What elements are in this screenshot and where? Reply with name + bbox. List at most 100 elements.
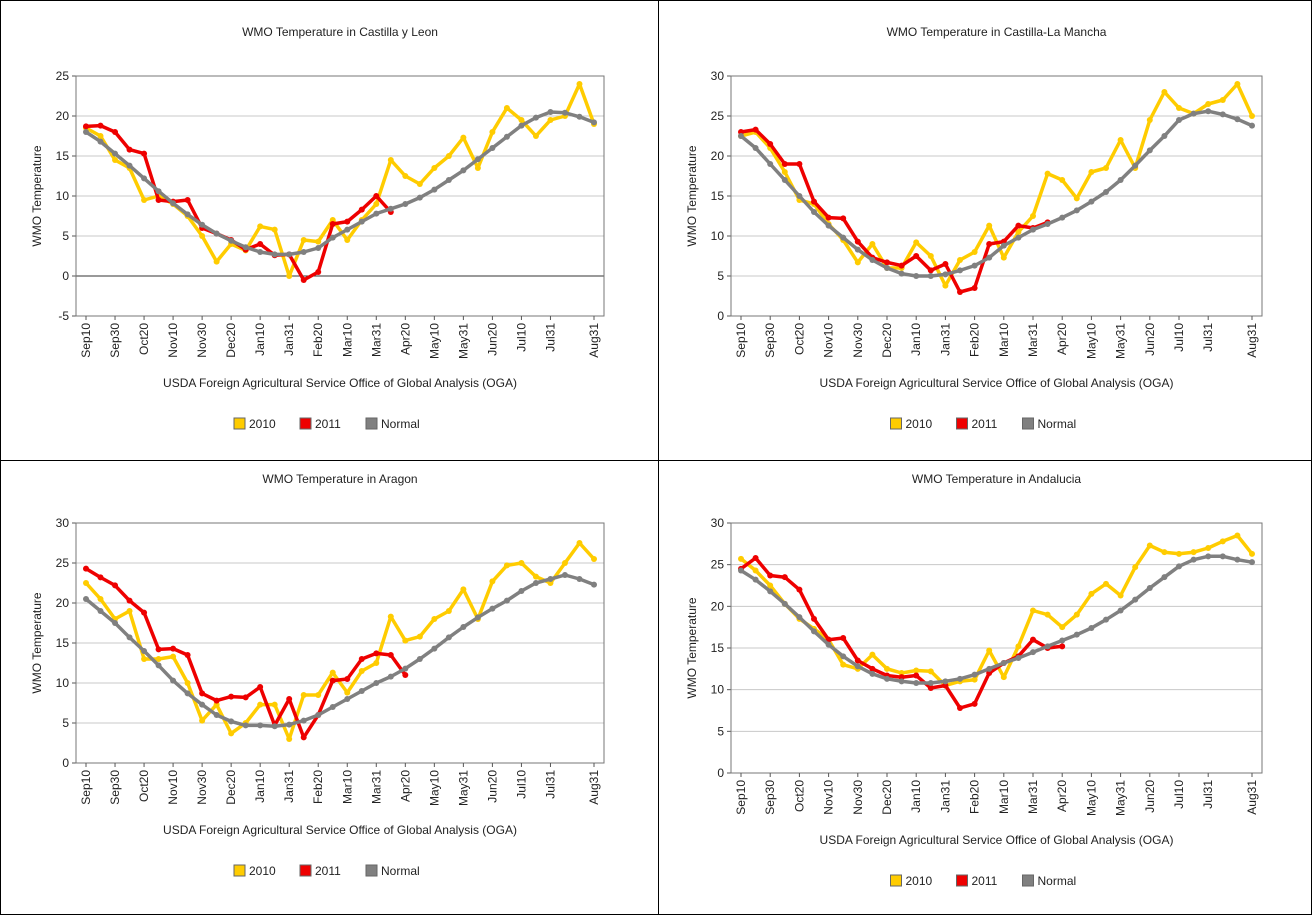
- series-line: [739, 109, 1253, 278]
- data-point: [431, 165, 438, 171]
- data-point: [199, 690, 206, 697]
- data-point: [155, 656, 162, 662]
- data-point: [97, 574, 104, 581]
- data-point: [927, 253, 934, 259]
- data-point: [942, 282, 949, 289]
- data-point: [1161, 89, 1168, 95]
- data-point: [854, 238, 861, 245]
- data-point: [242, 244, 249, 251]
- panel: WMO Temperature in Castilla y Leon -5 0 5 10…: [0, 0, 659, 461]
- x-tick-label: Sep30: [763, 780, 777, 815]
- data-point: [532, 580, 539, 586]
- data-point: [300, 692, 307, 698]
- data-point: [126, 146, 133, 153]
- legend-swatch: [956, 417, 968, 430]
- data-point: [184, 652, 191, 658]
- data-point: [358, 206, 365, 213]
- data-point: [315, 692, 322, 698]
- data-point: [1000, 674, 1007, 681]
- data-point: [1190, 556, 1197, 563]
- x-tick-label: Jul31: [543, 770, 557, 799]
- y-tick-label: 5: [717, 724, 724, 738]
- data-point: [358, 656, 365, 662]
- series-line: [85, 567, 407, 740]
- data-point: [1249, 113, 1255, 119]
- x-tick-label: Sep30: [108, 770, 122, 805]
- legend-swatch: [299, 864, 312, 877]
- data-point: [796, 193, 803, 199]
- data-point: [358, 218, 365, 225]
- data-point: [271, 251, 278, 258]
- data-point: [1015, 229, 1022, 235]
- data-point: [1059, 637, 1066, 644]
- data-point: [271, 701, 278, 708]
- data-point: [957, 267, 963, 274]
- y-tick-label: -5: [58, 309, 69, 323]
- data-point: [170, 677, 177, 684]
- data-point: [300, 734, 307, 741]
- data-point: [315, 269, 322, 275]
- x-tick-label: Jul10: [1172, 780, 1186, 809]
- y-tick-label: 10: [711, 683, 725, 697]
- data-point: [927, 273, 934, 279]
- data-point: [927, 685, 934, 691]
- data-point: [942, 678, 949, 685]
- data-point: [213, 258, 220, 265]
- data-point: [213, 230, 220, 237]
- data-point: [1146, 585, 1153, 591]
- data-point: [561, 560, 568, 566]
- data-point: [825, 222, 832, 229]
- y-tick-label: 10: [711, 229, 725, 243]
- data-point: [460, 586, 467, 593]
- data-point: [1030, 649, 1036, 656]
- data-point: [532, 133, 539, 139]
- data-point: [228, 237, 235, 244]
- x-tick-label: May31: [456, 323, 470, 359]
- data-point: [373, 193, 380, 199]
- data-point: [141, 656, 148, 662]
- x-tick-label: Jul31: [543, 323, 557, 352]
- y-tick-label: 25: [711, 558, 725, 572]
- data-point: [489, 605, 496, 612]
- data-point: [840, 635, 847, 641]
- data-point: [898, 262, 905, 269]
- x-tick-label: Oct20: [137, 770, 151, 802]
- x-tick-label: Oct20: [792, 323, 806, 355]
- x-tick-label: May10: [427, 323, 441, 359]
- data-point: [957, 705, 963, 711]
- data-point: [1205, 108, 1212, 115]
- data-point: [228, 718, 235, 725]
- data-point: [1073, 207, 1080, 214]
- x-tick-label: Nov10: [166, 323, 180, 358]
- data-point: [1088, 590, 1095, 597]
- data-point: [416, 194, 423, 201]
- data-point: [913, 680, 920, 686]
- data-point: [126, 162, 133, 169]
- data-point: [796, 586, 803, 593]
- data-point: [576, 113, 583, 120]
- legend-swatch: [233, 864, 246, 877]
- data-point: [1234, 81, 1241, 87]
- y-axis-label: WMO Temperature: [685, 145, 699, 246]
- data-point: [971, 262, 978, 269]
- data-point: [957, 257, 963, 263]
- series-line: [740, 127, 1049, 294]
- x-tick-label: Mar31: [1026, 780, 1040, 814]
- data-point: [913, 667, 920, 674]
- series-line: [739, 533, 1254, 688]
- data-point: [767, 582, 774, 589]
- panel: WMO Temperature in Aragon 0 5 10 15 20 25 30 WMO…: [0, 460, 659, 915]
- data-point: [884, 665, 890, 672]
- data-point: [315, 238, 322, 245]
- y-tick-label: 15: [56, 636, 70, 650]
- data-point: [155, 646, 162, 653]
- x-tick-label: Sep30: [108, 323, 122, 358]
- data-point: [884, 675, 890, 682]
- x-tick-label: Jan10: [909, 323, 923, 356]
- data-point: [228, 693, 235, 700]
- legend-swatch: [233, 417, 246, 430]
- y-tick-label: 5: [717, 269, 724, 283]
- data-point: [112, 582, 119, 589]
- data-point: [518, 560, 525, 566]
- data-point: [752, 567, 759, 574]
